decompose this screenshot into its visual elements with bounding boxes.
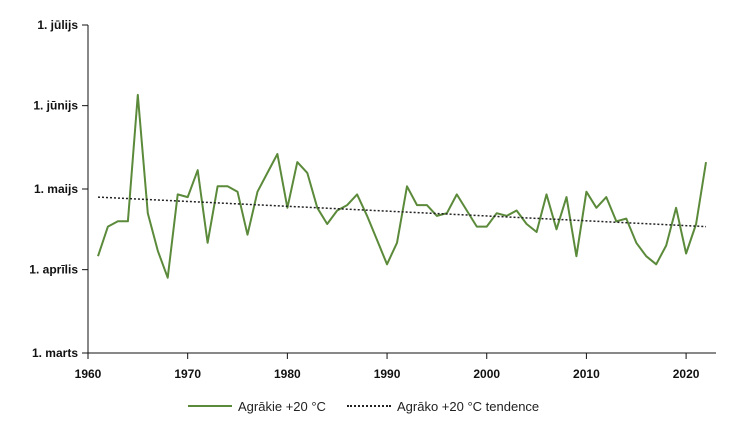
y-tick-label: 1. jūlijs xyxy=(37,18,78,32)
data-point xyxy=(107,225,109,227)
trend-line xyxy=(97,196,707,228)
data-point xyxy=(206,242,208,244)
data-point xyxy=(665,244,667,246)
data-point xyxy=(605,196,607,198)
data-point xyxy=(236,190,238,192)
data-point xyxy=(406,185,408,187)
data-point xyxy=(685,252,687,254)
data-point xyxy=(585,190,587,192)
data-point xyxy=(456,193,458,195)
series-layer xyxy=(97,93,707,279)
data-point xyxy=(386,263,388,265)
data-point xyxy=(495,212,497,214)
data-point xyxy=(466,209,468,211)
data-point xyxy=(167,277,169,279)
x-tick-label: 2000 xyxy=(473,367,500,381)
legend-swatch-solid xyxy=(188,405,232,407)
x-axis: 1960 1970 1980 1990 2000 2010 2020 xyxy=(75,352,716,381)
data-point xyxy=(276,153,278,155)
legend-label-trend: Agrāko +20 °C tendence xyxy=(397,398,540,414)
data-point xyxy=(376,239,378,241)
data-point xyxy=(625,217,627,219)
y-tick-label: 1. maijs xyxy=(34,182,78,196)
data-point xyxy=(426,204,428,206)
data-point xyxy=(157,250,159,252)
data-point xyxy=(615,220,617,222)
data-point xyxy=(246,234,248,236)
data-point xyxy=(525,223,527,225)
data-point xyxy=(416,204,418,206)
x-tick-label: 2010 xyxy=(573,367,600,381)
data-point xyxy=(296,161,298,163)
series-line xyxy=(97,93,707,279)
data-point xyxy=(256,190,258,192)
data-point xyxy=(515,209,517,211)
data-point xyxy=(147,212,149,214)
y-tick-label: 1. aprīlis xyxy=(29,263,78,277)
data-point xyxy=(595,207,597,209)
legend-label-series: Agrākie +20 °C xyxy=(238,398,326,414)
x-tick-label: 1990 xyxy=(374,367,401,381)
legend-item-trend: Agrāko +20 °C tendence xyxy=(347,396,539,416)
x-tick-label: 1970 xyxy=(174,367,201,381)
legend-item-series: Agrākie +20 °C xyxy=(188,396,326,416)
data-point xyxy=(97,255,99,257)
y-tick-label: 1. jūnijs xyxy=(33,99,78,113)
data-point xyxy=(575,255,577,257)
data-point xyxy=(326,223,328,225)
data-point xyxy=(565,196,567,198)
x-tick-label: 2020 xyxy=(673,367,700,381)
data-point xyxy=(226,185,228,187)
data-point xyxy=(675,207,677,209)
data-point xyxy=(535,231,537,233)
data-point xyxy=(555,228,557,230)
data-point xyxy=(137,94,139,96)
data-point xyxy=(655,263,657,265)
data-point xyxy=(476,225,478,227)
data-point xyxy=(356,193,358,195)
legend: Agrākie +20 °C Agrāko +20 °C tendence xyxy=(0,396,738,416)
data-point xyxy=(436,215,438,217)
data-point xyxy=(545,193,547,195)
data-point xyxy=(177,193,179,195)
data-point xyxy=(196,169,198,171)
data-point xyxy=(117,220,119,222)
y-tick-label: 1. marts xyxy=(32,346,78,360)
data-point xyxy=(127,220,129,222)
x-tick-label: 1980 xyxy=(274,367,301,381)
line-chart: 1. marts 1. aprīlis 1. maijs 1. jūnijs 1. jū… xyxy=(29,18,716,381)
data-point xyxy=(635,242,637,244)
data-point xyxy=(695,223,697,225)
data-point xyxy=(336,209,338,211)
data-point xyxy=(216,185,218,187)
x-tick-label: 1960 xyxy=(75,367,102,381)
data-point xyxy=(486,225,488,227)
data-point xyxy=(346,204,348,206)
data-point xyxy=(306,172,308,174)
data-point xyxy=(366,215,368,217)
data-point xyxy=(186,196,188,198)
legend-swatch-dotted xyxy=(347,405,391,407)
y-axis: 1. marts 1. aprīlis 1. maijs 1. jūnijs 1. jū… xyxy=(29,18,89,360)
data-point xyxy=(705,161,707,163)
data-point xyxy=(645,255,647,257)
data-point xyxy=(396,242,398,244)
data-point xyxy=(266,172,268,174)
